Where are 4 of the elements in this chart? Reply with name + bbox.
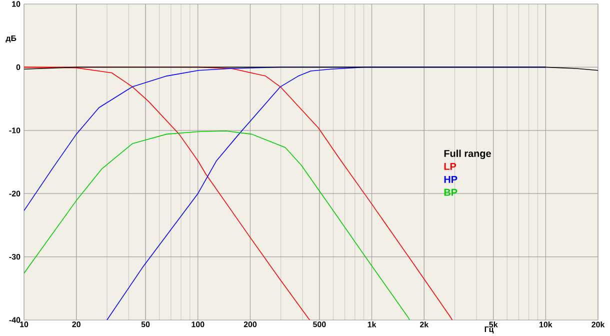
text: LP: [444, 163, 456, 170]
text: BP: [444, 188, 458, 196]
text: Full range: [444, 150, 491, 160]
text: HP: [444, 176, 458, 183]
